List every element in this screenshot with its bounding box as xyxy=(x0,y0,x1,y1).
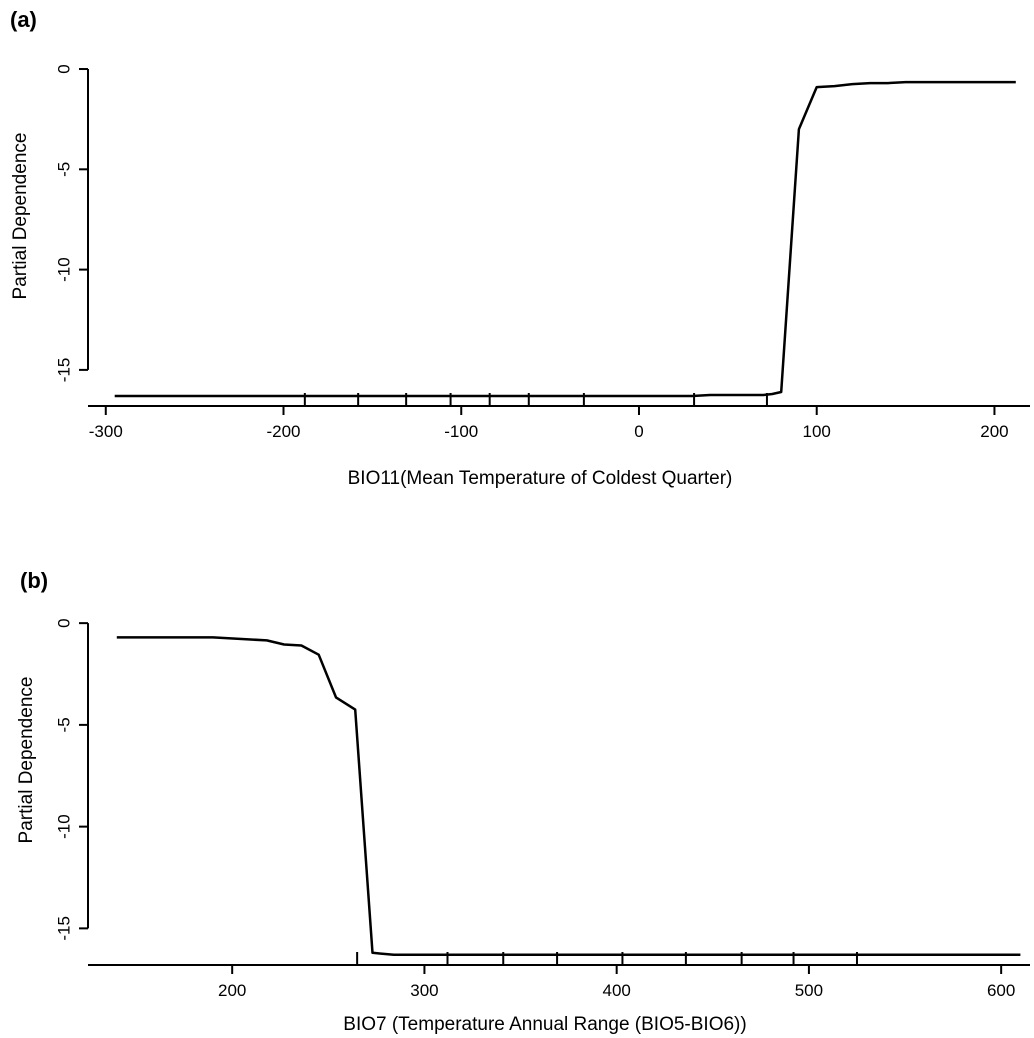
panel-a-y-tick-label: -5 xyxy=(55,162,74,177)
panel-a-x-tick-label: -100 xyxy=(444,422,478,441)
panel-a-y-axis-title: Partial Dependence xyxy=(10,133,31,300)
panel-b-y-tick-label: -15 xyxy=(55,916,74,941)
panel-b-label: (b) xyxy=(20,568,48,593)
panel-a-x-tick-label: -300 xyxy=(89,422,123,441)
panel-a: (a) -300 -200 -100 0 100 200 0 -5 -10 -15 BIO11(M… xyxy=(10,7,1030,489)
panel-b-y-tick-label: 0 xyxy=(55,618,74,627)
panel-b-y-tick-label: -10 xyxy=(55,814,74,839)
panel-b-x-tick-label: 400 xyxy=(602,981,630,1000)
panel-a-y-tick-label: -15 xyxy=(55,358,74,383)
panel-b-y-tick-label: -5 xyxy=(55,717,74,732)
panel-b: (b) 200 300 400 500 600 0 -5 -10 -15 BIO7 (Tempe… xyxy=(16,568,1030,1035)
panel-a-series-line xyxy=(114,80,1016,398)
panel-a-x-axis-title: BIO11(Mean Temperature of Coldest Quarte… xyxy=(348,468,733,489)
panel-a-x-tick-label: 0 xyxy=(634,422,643,441)
panel-b-x-tick-label: 600 xyxy=(987,981,1015,1000)
panel-a-x-tick-label: 200 xyxy=(980,422,1008,441)
panel-a-x-tick-label: -200 xyxy=(266,422,300,441)
panel-b-y-axis-title: Partial Dependence xyxy=(16,677,37,844)
panel-b-x-tick-label: 500 xyxy=(795,981,823,1000)
panel-b-series-line xyxy=(116,636,1021,957)
panel-b-x-tick-label: 300 xyxy=(410,981,438,1000)
panel-b-x-tick-label: 200 xyxy=(218,981,246,1000)
panel-b-x-axis-title: BIO7 (Temperature Annual Range (BIO5-BIO… xyxy=(343,1014,746,1035)
panel-a-label: (a) xyxy=(10,7,37,32)
panel-a-plot-area: -300 -200 -100 0 100 200 0 -5 -10 -15 xyxy=(55,64,1030,441)
panel-a-x-tick-label: 100 xyxy=(803,422,831,441)
panel-a-y-tick-label: -10 xyxy=(55,257,74,282)
panel-a-y-tick-label: 0 xyxy=(55,64,74,73)
panel-b-plot-area: 200 300 400 500 600 0 -5 -10 -15 xyxy=(55,618,1030,1000)
